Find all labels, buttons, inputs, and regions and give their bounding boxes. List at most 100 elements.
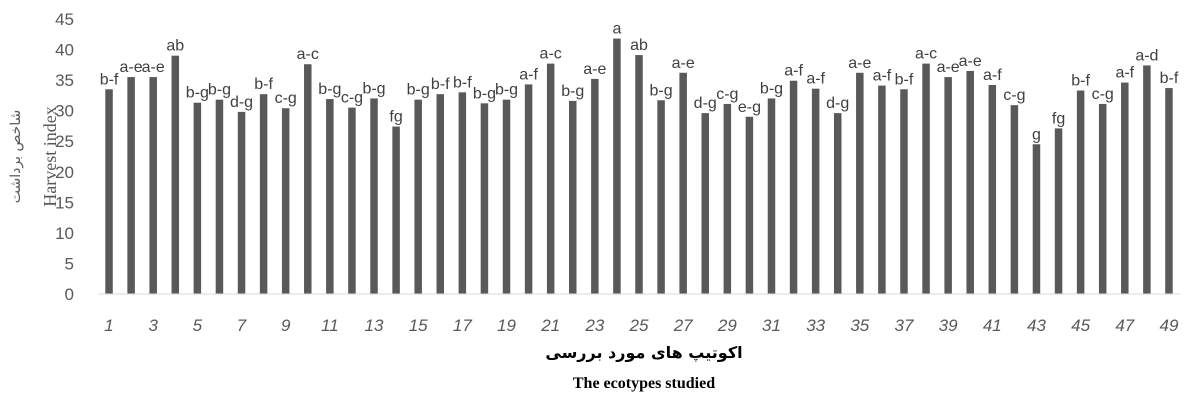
bar-ecotype-1: [105, 89, 113, 294]
bar-ecotype-18: [480, 103, 489, 294]
bar-ecotype-33: [811, 88, 820, 294]
bar-label: b-f: [254, 76, 273, 93]
bar-ecotype-25: [635, 55, 643, 295]
bar-ecotype-37: [900, 89, 908, 294]
bar-ecotype-34: [833, 113, 842, 294]
x-tick-label: 13: [365, 316, 384, 335]
bar-ecotype-17: [458, 92, 467, 294]
bar-label: a-c: [915, 46, 937, 63]
bar-ecotype-44: [1054, 128, 1063, 294]
y-tick-label: 35: [55, 71, 74, 90]
bar-label: a-f: [784, 63, 803, 80]
bar-ecotype-32: [789, 80, 798, 294]
bar-label: c-g: [1092, 86, 1114, 103]
bar-label: a-e: [142, 59, 165, 76]
x-tick-label: 21: [540, 316, 560, 335]
bar-ecotype-28: [701, 113, 709, 294]
bar-ecotype-42: [1010, 105, 1019, 294]
x-tick-label: 31: [762, 316, 781, 335]
bar-ecotype-39: [944, 77, 952, 294]
bars-group: [105, 38, 1173, 295]
bar-label: fg: [1052, 110, 1065, 127]
x-tick-label: 45: [1071, 316, 1090, 335]
bar-ecotype-12: [348, 107, 356, 294]
bar-ecotype-23: [591, 78, 599, 294]
bar-label: a-f: [806, 71, 825, 88]
bar-ecotype-29: [723, 103, 732, 294]
bar-label: d-g: [230, 94, 253, 111]
bar-label: a-f: [519, 66, 538, 83]
bar-ecotype-45: [1076, 90, 1085, 294]
bar-ecotype-40: [966, 70, 974, 294]
x-tick-label: 39: [939, 316, 958, 335]
bar-ecotype-14: [392, 126, 400, 294]
bar-ecotype-15: [414, 99, 422, 294]
bar-ecotype-30: [745, 116, 754, 294]
bar-ecotype-21: [546, 63, 555, 294]
x-axis-label-persian: اکوتیپ های مورد بررسی: [545, 343, 742, 363]
bar-label: a-e: [848, 55, 871, 72]
bar-ecotype-48: [1143, 65, 1151, 294]
bar-ecotype-10: [304, 64, 312, 294]
y-tick-label: 45: [55, 10, 74, 29]
bar-label: a-f: [873, 68, 892, 85]
bar-label: a-d: [1135, 47, 1158, 64]
y-tick-label: 20: [55, 163, 74, 182]
bar-ecotype-5: [193, 102, 202, 294]
bar-label: fg: [389, 109, 402, 126]
bar-ecotype-46: [1098, 103, 1107, 294]
bar-label: c-g: [716, 86, 738, 103]
bar-ecotype-47: [1121, 82, 1129, 294]
bar-ecotype-9: [281, 108, 290, 294]
bar-label: a-e: [937, 59, 960, 76]
bar-label: c-g: [341, 90, 363, 107]
y-tick-label: 25: [55, 132, 74, 151]
bar-label: b-f: [1071, 73, 1090, 90]
bar-label: a-f: [1115, 65, 1134, 82]
x-tick-label: 23: [584, 316, 604, 335]
bar-label: b-f: [1160, 70, 1179, 87]
bar-ecotype-13: [370, 98, 378, 294]
bar-label: a-e: [583, 61, 606, 78]
bar-ecotype-8: [259, 94, 268, 294]
bar-label: a-c: [540, 46, 562, 63]
bar-label: e-g: [738, 99, 761, 116]
bar-ecotype-11: [326, 99, 334, 294]
x-tick-label: 17: [453, 316, 472, 335]
x-tick-label: 33: [806, 316, 825, 335]
y-axis-label-english: Harvest index: [40, 106, 60, 206]
bar-ecotype-41: [988, 85, 997, 294]
bar-ecotype-2: [127, 77, 135, 294]
y-tick-label: 10: [55, 224, 74, 243]
x-tick-label: 37: [895, 316, 914, 335]
bar-label: b-g: [208, 82, 231, 99]
bar-label: b-g: [495, 82, 518, 99]
bar-ecotype-20: [524, 84, 533, 294]
bar-label: c-g: [1003, 87, 1025, 104]
x-tick-label: 43: [1027, 316, 1046, 335]
bar-ecotype-6: [215, 99, 224, 294]
x-tick-label: 49: [1159, 316, 1178, 335]
bar-label: a-f: [983, 67, 1002, 84]
bar-ecotype-43: [1032, 144, 1041, 294]
bar-label: b-g: [362, 80, 385, 97]
bar-ecotype-4: [171, 55, 180, 294]
x-tick-label: 11: [321, 316, 339, 335]
y-axis-label-persian: شاخص برداشت: [8, 110, 24, 203]
x-tick-label: 29: [717, 316, 737, 335]
bar-label: d-g: [826, 95, 849, 112]
bar-label: a-e: [672, 55, 695, 72]
bar-ecotype-7: [237, 111, 246, 294]
bar-label: b-g: [186, 85, 209, 102]
x-tick-label: 7: [237, 316, 247, 335]
bar-letter-labels: b-fa-ea-eabb-gb-gd-gb-fc-ga-cb-gc-gb-gfg…: [100, 21, 1179, 144]
bar-label: ab: [630, 37, 648, 54]
bar-ecotype-26: [657, 100, 665, 294]
x-axis-ticks: 1 3 5 7 9 11 13 15 17 19 21 23 25 27 29 31 33 35 37 39 41 43 4…: [104, 316, 1179, 335]
bar-label: b-g: [407, 82, 430, 99]
y-tick-label: 30: [55, 102, 74, 121]
bar-ecotype-38: [922, 63, 930, 294]
x-tick-label: 9: [281, 316, 291, 335]
bar-label: d-g: [694, 95, 717, 112]
